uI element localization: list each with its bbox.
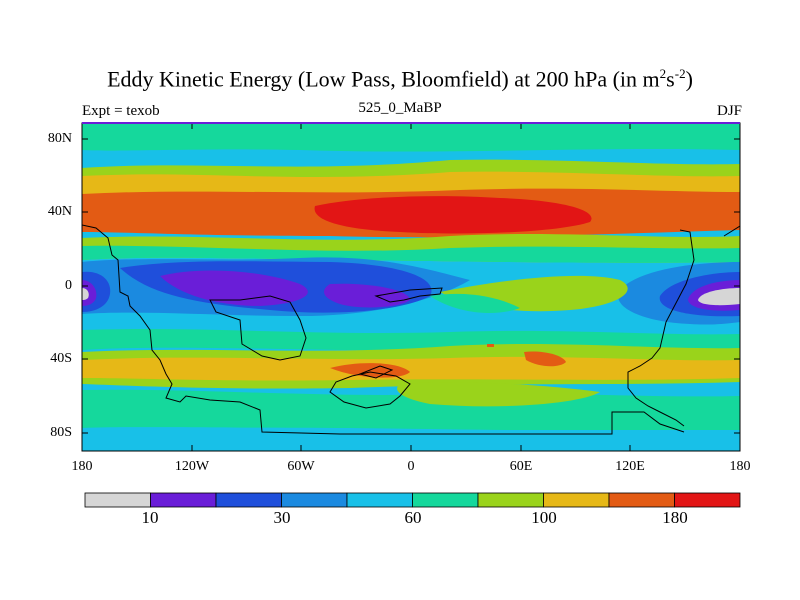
lon-label-0: 0 [407,459,415,474]
colorbar-box-3 [281,492,348,508]
coastlines [82,224,740,435]
colorbar-box-2 [215,492,282,508]
lat-label-0: 0 [65,278,72,293]
lon-label-60e: 60E [509,459,533,474]
colorbar-box-5 [412,492,479,508]
lon-label-180e: 180 [729,459,751,474]
colorbar [84,492,741,508]
map-title: Eddy Kinetic Energy (Low Pass, Bloomfiel… [107,66,693,92]
lon-label-180w: 180 [71,459,93,474]
contour-field [82,123,740,451]
lat-label-40n: 40N [47,204,72,219]
subtitle-label: 525_0_MaBP [358,100,442,116]
experiment-label: Expt = texob [82,103,160,119]
colorbar-box-6 [477,492,544,508]
colorbar-label-100: 100 [531,508,557,527]
colorbar-label-30: 30 [273,508,291,527]
colorbar-label-10: 10 [141,508,159,527]
colorbar-box-4 [346,492,413,508]
colorbar-label-60: 60 [404,508,422,527]
lat-label-80n: 80N [47,131,72,146]
lon-label-120e: 120E [615,459,645,474]
lat-label-40s: 40S [50,351,72,366]
colorbar-box-8 [608,492,675,508]
lon-label-60w: 60W [287,459,315,474]
lat-label-80s: 80S [50,425,72,440]
colorbar-label-180: 180 [662,508,688,527]
colorbar-box-0 [84,492,151,508]
season-label: DJF [716,103,742,119]
colorbar-box-1 [150,492,217,508]
colorbar-box-9 [674,492,741,508]
colorbar-box-7 [543,492,610,508]
lon-label-120w: 120W [174,459,210,474]
